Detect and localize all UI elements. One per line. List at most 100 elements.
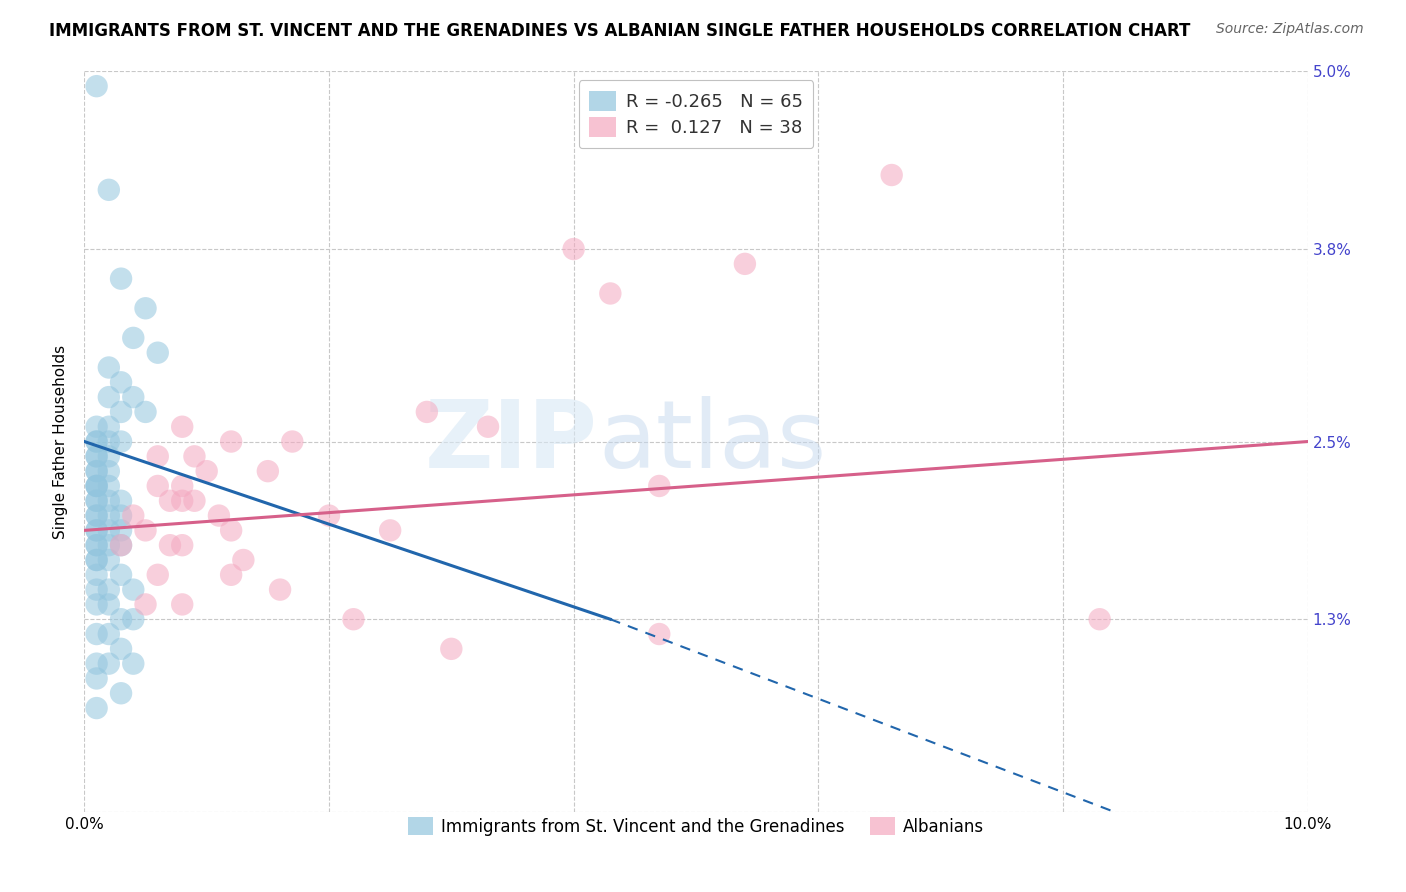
Point [219,434,242,449]
Point [110,612,132,626]
Point [97,598,120,612]
Point [97,434,120,449]
Point [195,464,218,478]
Point [135,405,157,419]
Point [440,641,463,656]
Point [318,508,340,523]
Point [159,538,181,552]
Point [110,271,132,285]
Point [86,627,108,641]
Point [97,450,120,464]
Point [110,567,132,582]
Point [86,450,108,464]
Point [110,524,132,538]
Point [122,657,145,671]
Point [110,641,132,656]
Point [97,538,120,552]
Point [172,419,194,434]
Point [86,464,108,478]
Point [122,612,145,626]
Point [86,538,108,552]
Point [97,657,120,671]
Point [1088,612,1111,626]
Point [97,464,120,478]
Point [146,479,169,493]
Point [110,508,132,523]
Point [257,464,280,478]
Point [219,567,242,582]
Point [97,493,120,508]
Text: atlas: atlas [598,395,827,488]
Point [86,464,108,478]
Point [135,524,157,538]
Point [380,524,402,538]
Point [97,582,120,597]
Point [110,376,132,390]
Point [86,419,108,434]
Point [110,493,132,508]
Point [86,701,108,715]
Point [86,538,108,552]
Point [97,524,120,538]
Point [122,331,145,345]
Point [97,419,120,434]
Point [146,450,169,464]
Point [110,538,132,552]
Point [208,508,231,523]
Point [86,79,108,94]
Point [172,538,194,552]
Point [97,553,120,567]
Point [232,553,254,567]
Point [416,405,439,419]
Point [269,582,291,597]
Point [86,508,108,523]
Point [183,493,205,508]
Point [86,553,108,567]
Point [86,434,108,449]
Point [599,286,621,301]
Point [97,508,120,523]
Point [86,582,108,597]
Point [281,434,304,449]
Point [648,627,671,641]
Point [122,582,145,597]
Point [86,493,108,508]
Point [477,419,499,434]
Point [183,450,205,464]
Y-axis label: Single Father Households: Single Father Households [53,344,69,539]
Point [159,493,181,508]
Point [86,524,108,538]
Point [86,672,108,686]
Point [86,508,108,523]
Point [110,405,132,419]
Point [86,493,108,508]
Point [86,479,108,493]
Point [135,301,157,316]
Point [122,390,145,404]
Point [86,553,108,567]
Point [110,434,132,449]
Point [97,360,120,375]
Point [110,538,132,552]
Point [734,257,756,271]
Point [880,168,903,182]
Point [86,434,108,449]
Point [342,612,364,626]
Point [86,657,108,671]
Point [110,686,132,700]
Text: IMMIGRANTS FROM ST. VINCENT AND THE GRENADINES VS ALBANIAN SINGLE FATHER HOUSEHO: IMMIGRANTS FROM ST. VINCENT AND THE GREN… [49,22,1191,40]
Point [86,524,108,538]
Point [86,479,108,493]
Point [86,598,108,612]
Text: Source: ZipAtlas.com: Source: ZipAtlas.com [1216,22,1364,37]
Text: ZIP: ZIP [425,395,598,488]
Point [648,479,671,493]
Point [146,345,169,359]
Point [97,390,120,404]
Point [172,598,194,612]
Point [172,479,194,493]
Point [122,508,145,523]
Point [172,493,194,508]
Point [146,567,169,582]
Point [86,450,108,464]
